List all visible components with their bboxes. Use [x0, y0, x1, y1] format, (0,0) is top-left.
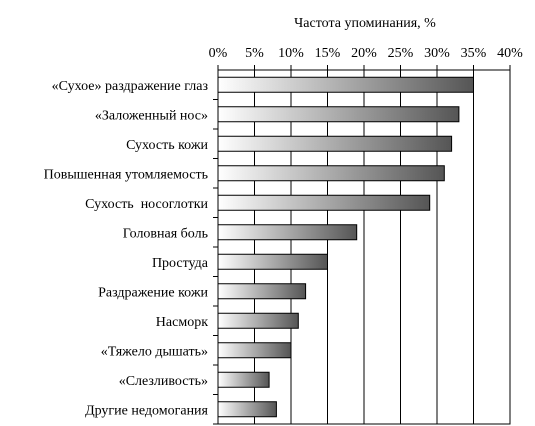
bar: [217, 106, 460, 123]
bar: [217, 194, 431, 211]
bar: [217, 401, 277, 418]
x-tick-label: 5%: [245, 46, 264, 61]
bar: [217, 165, 445, 182]
gridlines: [254, 70, 474, 424]
bar: [217, 342, 292, 359]
bar: [217, 283, 307, 300]
category-label: Насморк: [156, 315, 208, 330]
bar: [217, 253, 328, 270]
x-tick-label: 30%: [424, 46, 450, 61]
category-label: Головная боль: [123, 226, 208, 241]
category-label: «Заложенный нос»: [95, 108, 208, 123]
category-labels: «Сухое» раздражение глаз «Заложенный нос»…: [44, 79, 218, 425]
x-tick-label: 25%: [388, 46, 414, 61]
x-tick-label: 20%: [351, 46, 377, 61]
x-tick-label: 40%: [497, 46, 523, 61]
bars: [217, 76, 474, 418]
x-tick-labels: 0% 5% 10% 15% 20% 25% 30% 35% 40%: [209, 46, 523, 70]
category-label: Другие недомогания: [85, 403, 208, 418]
x-axis-title: Частота упоминания, %: [294, 16, 436, 31]
category-label: «Сухое» раздражение глаз: [52, 79, 209, 94]
plot-frame: [217, 69, 511, 425]
x-tick-label: 0%: [209, 46, 228, 61]
category-label: Сухость кожи: [126, 138, 208, 153]
category-label: Раздражение кожи: [98, 285, 208, 300]
category-label: «Тяжело дышать»: [101, 344, 208, 359]
x-tick-label: 15%: [315, 46, 341, 61]
bar: [217, 135, 453, 152]
bar: [217, 371, 270, 388]
category-label: Простуда: [152, 256, 209, 271]
category-label: Повышенная утомляемость: [44, 167, 208, 182]
x-tick-label: 35%: [461, 46, 487, 61]
bar: [217, 76, 474, 93]
bar: [217, 312, 299, 329]
x-tick-label: 10%: [278, 46, 304, 61]
bar: [217, 224, 358, 241]
category-label: Сухость носоглотки: [85, 197, 208, 212]
category-label: «Слезливость»: [119, 374, 208, 389]
